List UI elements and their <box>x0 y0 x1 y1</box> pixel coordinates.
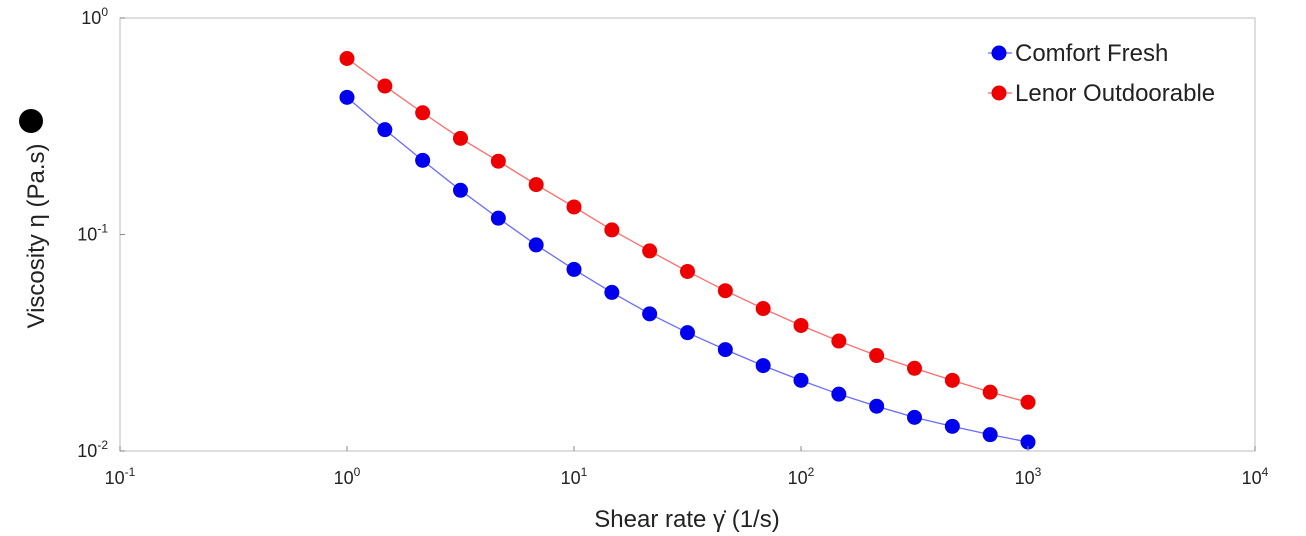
data-point <box>1020 434 1036 450</box>
data-point <box>906 409 922 425</box>
series-layer <box>339 51 1036 450</box>
legend: Comfort Fresh Lenor Outdoorable <box>988 40 1215 107</box>
x-axis-ticks: 10-1 100 101 102 103 104 <box>105 446 1269 488</box>
data-point <box>490 153 506 169</box>
x-tick-label: 10-1 <box>105 465 136 488</box>
data-point <box>831 333 847 349</box>
legend-marker <box>991 85 1007 101</box>
data-point <box>869 398 885 414</box>
data-point <box>1020 394 1036 410</box>
data-point <box>339 51 355 67</box>
data-point <box>490 210 506 226</box>
series-0 <box>339 89 1036 450</box>
data-point <box>415 105 431 121</box>
data-point <box>831 386 847 402</box>
data-point <box>642 306 658 322</box>
legend-item: Lenor Outdoorable <box>988 80 1215 107</box>
data-point <box>755 301 771 317</box>
data-point <box>869 348 885 364</box>
series-1 <box>339 51 1036 410</box>
legend-item: Comfort Fresh <box>988 40 1168 67</box>
data-point <box>944 418 960 434</box>
y-tick-label: 10-1 <box>77 222 108 245</box>
data-point <box>679 263 695 279</box>
x-axis-title: Shear rate γ̇ (1/s) <box>594 506 779 533</box>
y-tick-label: 100 <box>81 5 108 28</box>
data-point <box>566 199 582 215</box>
data-point <box>982 384 998 400</box>
data-point <box>566 261 582 277</box>
data-point <box>604 284 620 300</box>
legend-label: Comfort Fresh <box>1015 40 1168 67</box>
data-point <box>415 152 431 168</box>
data-point <box>679 325 695 341</box>
data-point <box>717 283 733 299</box>
data-point <box>793 372 809 388</box>
data-point <box>377 78 393 94</box>
data-point <box>793 317 809 333</box>
data-point <box>755 358 771 374</box>
legend-label: Lenor Outdoorable <box>1015 80 1215 107</box>
y-axis-title-group: Viscosity η (Pa.s) <box>23 144 50 329</box>
data-point <box>528 237 544 253</box>
plot-area <box>119 17 1256 452</box>
data-point <box>906 360 922 376</box>
x-tick-label: 103 <box>1015 465 1042 488</box>
y-axis-title-marker <box>19 109 43 133</box>
data-point <box>717 342 733 358</box>
y-tick-label: 10-2 <box>77 438 108 461</box>
x-tick-label: 101 <box>561 465 588 488</box>
data-point <box>642 243 658 259</box>
data-point <box>339 89 355 105</box>
data-point <box>377 122 393 138</box>
x-tick-label: 100 <box>334 465 361 488</box>
data-point <box>982 427 998 443</box>
y-axis-ticks: 100 10-1 10-2 <box>77 5 125 461</box>
data-point <box>528 177 544 193</box>
legend-marker <box>991 45 1007 61</box>
data-point <box>944 372 960 388</box>
data-point <box>452 182 468 198</box>
data-point <box>452 130 468 146</box>
x-tick-label: 104 <box>1242 465 1269 488</box>
x-tick-label: 102 <box>788 465 815 488</box>
y-axis-title: Viscosity η (Pa.s) <box>23 144 50 329</box>
data-point <box>604 222 620 238</box>
